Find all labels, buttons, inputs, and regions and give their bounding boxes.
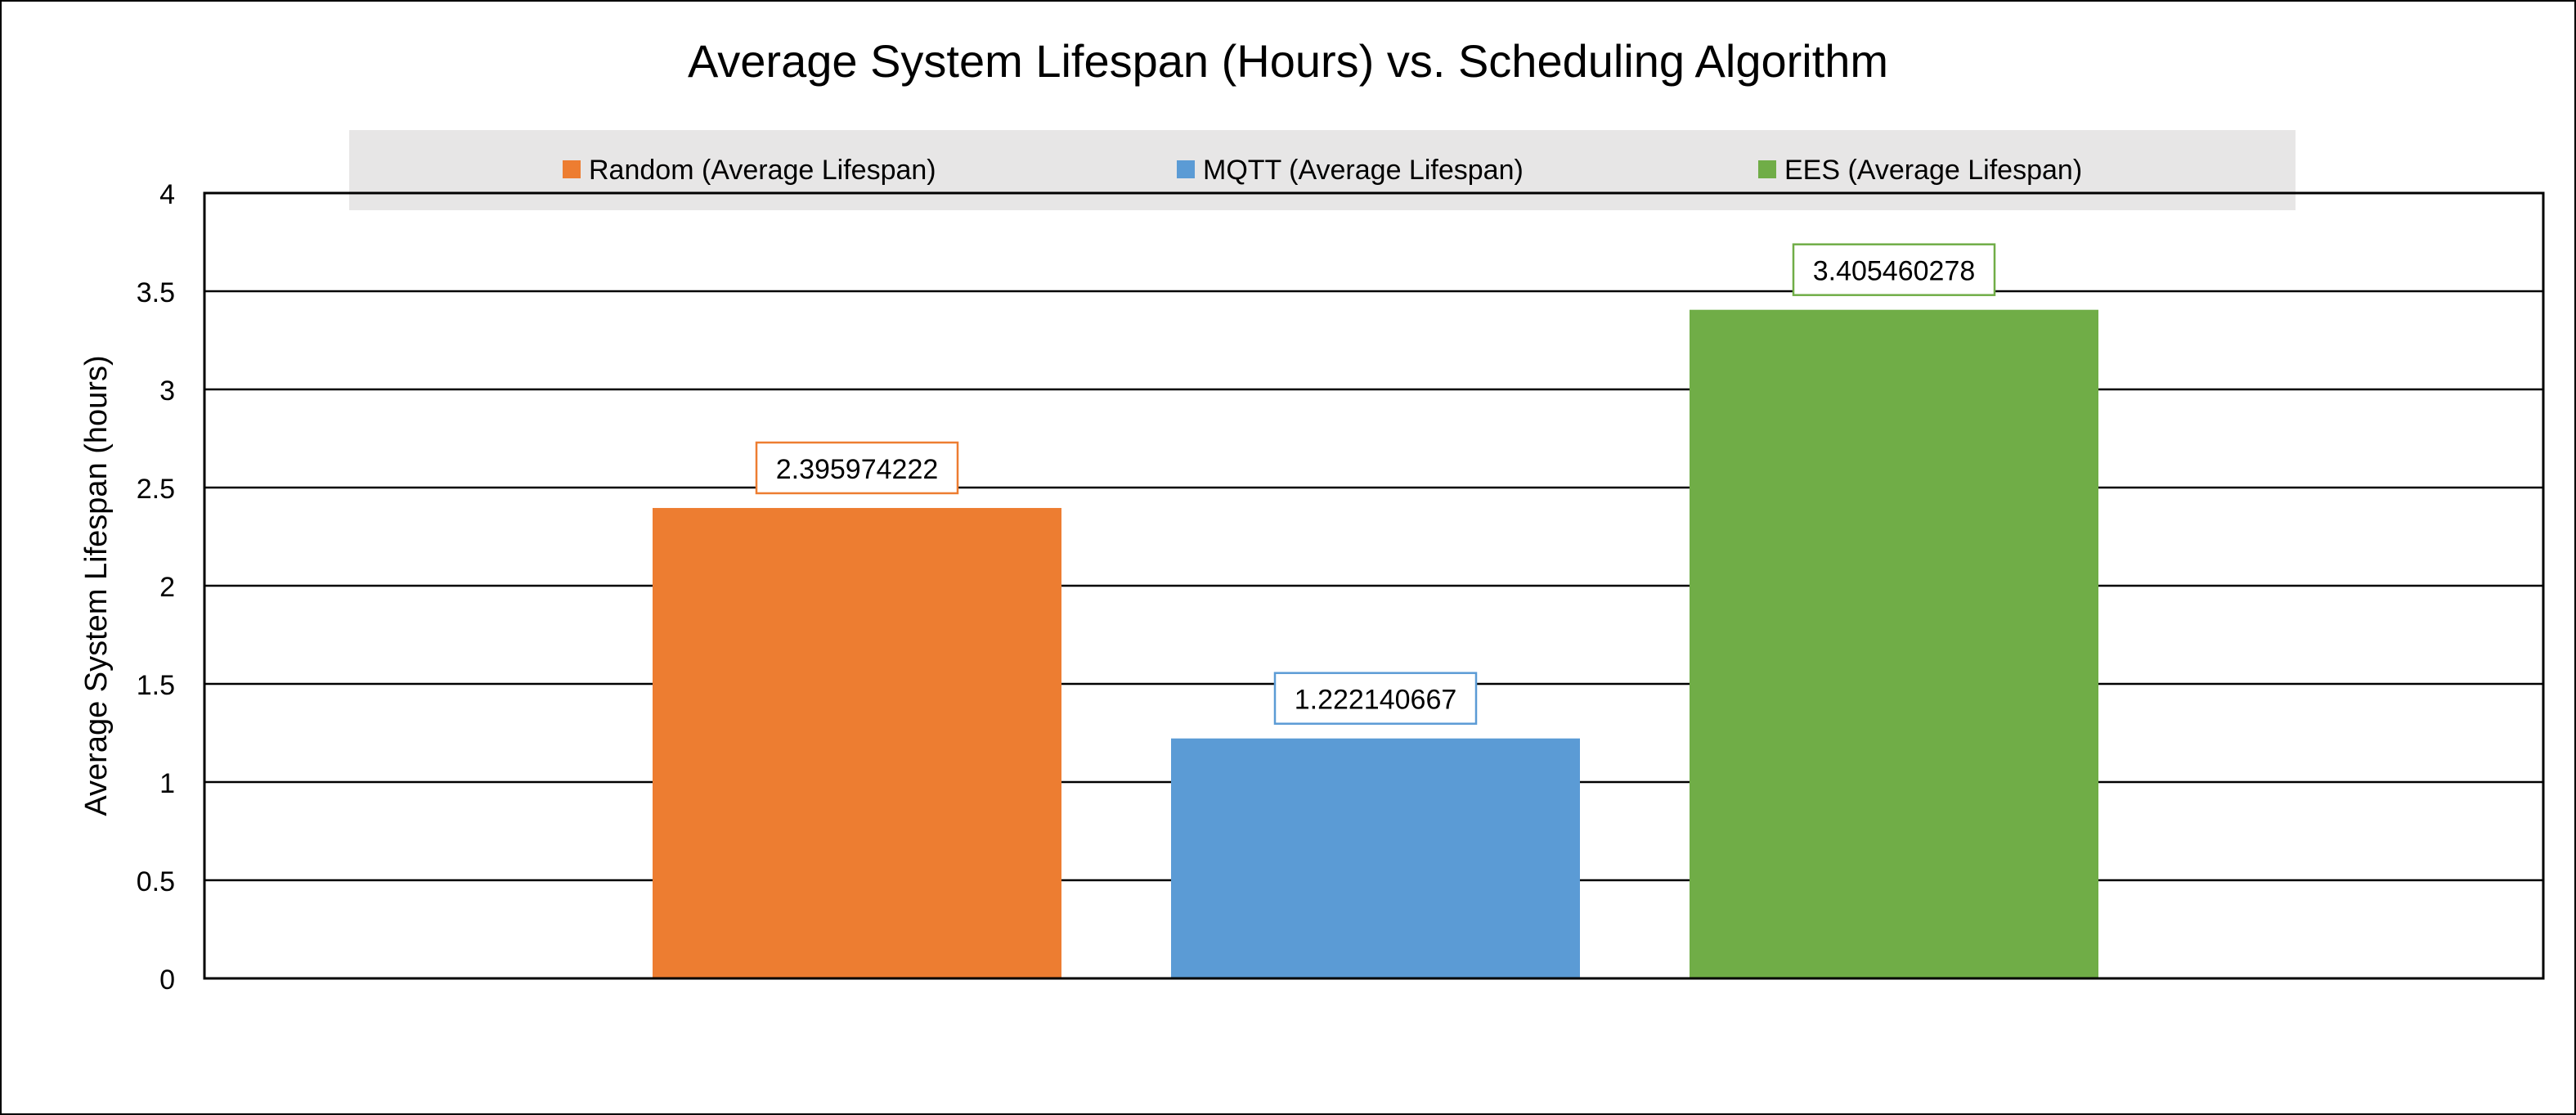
y-tick-label: 2 — [159, 572, 175, 603]
legend-swatch — [563, 160, 581, 178]
y-tick-label: 3 — [159, 375, 175, 407]
legend-swatch — [1177, 160, 1195, 178]
legend-entry: EES (Average Lifespan) — [1784, 155, 2082, 186]
data-label-box — [1273, 672, 1478, 725]
legend-background — [349, 130, 2296, 210]
y-tick-label: 2.5 — [137, 474, 175, 505]
data-label-box — [1792, 243, 1996, 296]
y-axis-ticks: 0 0.5 1 1.5 2 2.5 3 3.5 4 — [137, 179, 175, 996]
plot-area-border — [203, 191, 2545, 980]
legend-entry: Random (Average Lifespan) — [589, 155, 936, 186]
bar — [653, 507, 1061, 978]
bar — [1171, 738, 1580, 978]
data-label: 1.222140667 — [1295, 685, 1457, 716]
y-tick-label: 4 — [159, 179, 175, 210]
data-label: 3.405460278 — [1813, 256, 1976, 287]
y-tick-label: 1.5 — [137, 670, 175, 701]
data-label: 2.395974222 — [776, 454, 939, 485]
bar — [1690, 309, 2098, 978]
data-labels: 2.395974222 1.222140667 3.405460278 — [755, 243, 1996, 725]
legend-swatch — [1758, 160, 1776, 178]
bars — [653, 309, 2098, 978]
chart-title: Average System Lifespan (Hours) vs. Sche… — [688, 35, 1888, 87]
legend-entry: MQTT (Average Lifespan) — [1203, 155, 1524, 186]
y-axis-label: Average System Lifespan (hours) — [79, 355, 114, 816]
legend: Random (Average Lifespan) MQTT (Average L… — [563, 155, 2082, 186]
y-tick-label: 0.5 — [137, 866, 175, 897]
y-tick-label: 1 — [159, 768, 175, 799]
y-tick-label: 3.5 — [137, 277, 175, 308]
y-tick-label: 0 — [159, 964, 175, 996]
data-label-box — [755, 441, 959, 495]
